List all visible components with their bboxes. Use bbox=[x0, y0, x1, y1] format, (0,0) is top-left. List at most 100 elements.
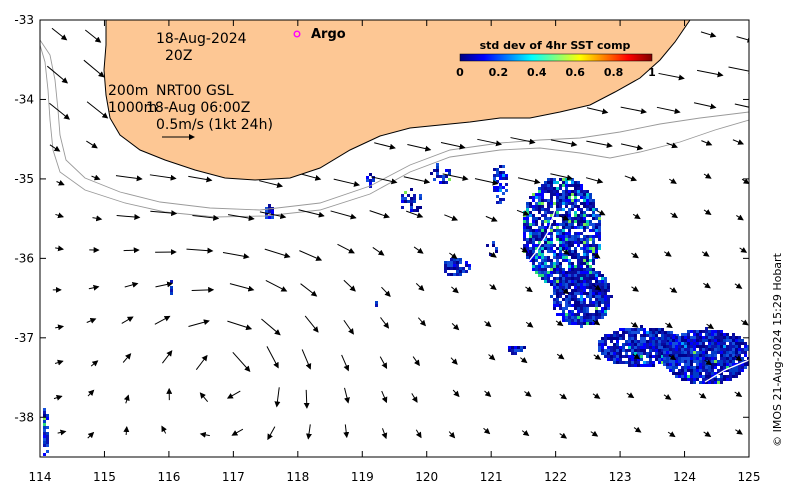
sst-cell bbox=[404, 197, 407, 200]
sst-cell bbox=[565, 178, 568, 181]
sst-cell bbox=[735, 345, 738, 348]
sst-cell bbox=[535, 253, 538, 256]
sst-cell bbox=[559, 292, 562, 295]
sst-cell bbox=[574, 295, 577, 298]
current-arrow bbox=[344, 387, 350, 404]
sst-cell bbox=[738, 342, 741, 345]
sst-cell bbox=[735, 336, 738, 339]
sst-cell bbox=[669, 360, 672, 363]
sst-cell bbox=[535, 247, 538, 250]
current-arrow bbox=[703, 282, 711, 289]
sst-cell bbox=[601, 295, 604, 298]
x-axis-ticks: 114 115 116 117 118 119 120 121 122 123 124 125 bbox=[29, 20, 760, 484]
sst-cell bbox=[589, 286, 592, 289]
sst-cell bbox=[583, 301, 586, 304]
sst-cell bbox=[401, 206, 404, 209]
current-arrow bbox=[550, 173, 574, 181]
sst-cell bbox=[499, 189, 502, 192]
sst-cell bbox=[631, 364, 634, 367]
current-arrow bbox=[380, 317, 390, 329]
sst-cell bbox=[699, 354, 702, 357]
sst-cell bbox=[613, 331, 616, 334]
sst-cell bbox=[559, 253, 562, 256]
sst-cell bbox=[613, 352, 616, 355]
sst-cell bbox=[586, 307, 589, 310]
sst-cell bbox=[613, 334, 616, 337]
sst-cell bbox=[544, 238, 547, 241]
sst-cell bbox=[643, 364, 646, 367]
sst-cell bbox=[562, 280, 565, 283]
sst-cell bbox=[571, 238, 574, 241]
sst-cell bbox=[559, 289, 562, 292]
x-tick-label: 117 bbox=[222, 470, 245, 484]
sst-cell bbox=[529, 205, 532, 208]
sst-cell bbox=[580, 220, 583, 223]
sst-cell bbox=[568, 193, 571, 196]
sst-cell bbox=[705, 330, 708, 333]
sst-cell bbox=[666, 351, 669, 354]
sst-cell bbox=[717, 345, 720, 348]
sst-cell bbox=[675, 351, 678, 354]
sst-cell bbox=[592, 250, 595, 253]
sst-cell bbox=[684, 372, 687, 375]
current-arrow bbox=[558, 214, 570, 221]
sst-cell bbox=[738, 339, 741, 342]
sst-cell bbox=[634, 358, 637, 361]
sst-cell bbox=[499, 198, 502, 201]
sst-cell bbox=[604, 334, 607, 337]
sst-cell bbox=[586, 310, 589, 313]
sst-cell bbox=[556, 202, 559, 205]
sst-cell bbox=[586, 283, 589, 286]
sst-cell bbox=[652, 361, 655, 364]
sst-cell bbox=[444, 261, 447, 264]
sst-cell bbox=[702, 375, 705, 378]
sst-cell bbox=[544, 187, 547, 190]
current-arrow bbox=[407, 144, 432, 152]
sst-cell bbox=[586, 313, 589, 316]
sst-cell bbox=[444, 270, 447, 273]
sst-cell bbox=[565, 256, 568, 259]
sst-cell bbox=[592, 295, 595, 298]
sst-cell bbox=[580, 295, 583, 298]
sst-cell bbox=[726, 378, 729, 381]
sst-cell bbox=[601, 286, 604, 289]
sst-cell bbox=[550, 247, 553, 250]
sst-cell bbox=[649, 352, 652, 355]
sst-cell bbox=[655, 355, 658, 358]
sst-cell bbox=[681, 378, 684, 381]
sst-cell bbox=[732, 372, 735, 375]
sst-cell bbox=[46, 450, 49, 453]
sst-cell bbox=[646, 352, 649, 355]
sst-cell bbox=[265, 213, 268, 216]
sst-cell bbox=[681, 375, 684, 378]
sst-cell bbox=[589, 220, 592, 223]
sst-cell bbox=[442, 175, 445, 178]
sst-cell bbox=[702, 381, 705, 384]
sst-cell bbox=[714, 348, 717, 351]
sst-cell bbox=[672, 336, 675, 339]
sst-cell bbox=[666, 348, 669, 351]
sst-cell bbox=[529, 229, 532, 232]
sst-cell bbox=[583, 259, 586, 262]
sst-cell bbox=[532, 256, 535, 259]
sst-cell bbox=[511, 346, 514, 349]
sst-cell bbox=[693, 342, 696, 345]
sst-cell bbox=[598, 214, 601, 217]
current-arrow bbox=[417, 317, 426, 327]
current-arrow bbox=[333, 178, 361, 187]
sst-cell bbox=[547, 190, 550, 193]
sst-cell bbox=[544, 181, 547, 184]
current-arrow bbox=[666, 142, 678, 149]
sst-cell bbox=[693, 378, 696, 381]
sst-cell bbox=[571, 190, 574, 193]
sst-cell bbox=[687, 363, 690, 366]
sst-cell bbox=[607, 352, 610, 355]
sst-cell bbox=[577, 217, 580, 220]
sst-cell bbox=[714, 336, 717, 339]
sst-cell bbox=[541, 223, 544, 226]
sst-cell bbox=[580, 292, 583, 295]
sst-cell bbox=[720, 348, 723, 351]
sst-cell bbox=[681, 354, 684, 357]
current-arrow bbox=[740, 319, 749, 326]
sst-cell bbox=[667, 340, 670, 343]
